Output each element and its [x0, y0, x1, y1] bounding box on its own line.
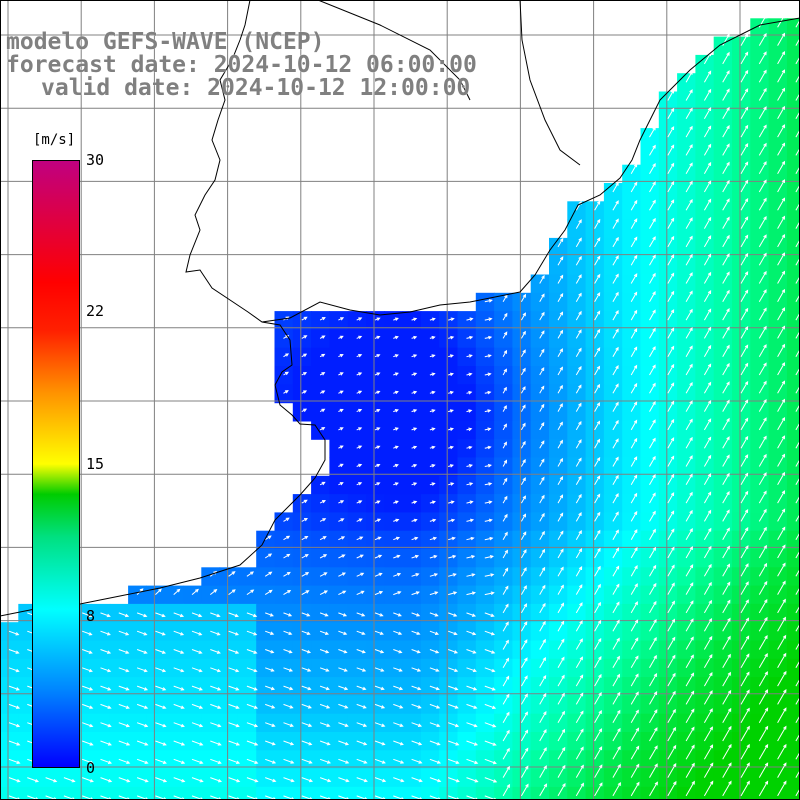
- colorbar-tick-0: 0: [86, 759, 96, 777]
- colorbar-unit: [m/s]: [33, 132, 76, 148]
- colorbar-tick-30: 30: [86, 151, 105, 169]
- model-title: modelo GEFS-WAVE (NCEP): [6, 29, 325, 55]
- valid-date: valid date: 2024-10-12 12:00:00: [41, 75, 471, 101]
- coastline-north: [261, 17, 800, 323]
- forecast-date: forecast date: 2024-10-12 06:00:00: [6, 52, 477, 78]
- colorbar: [32, 160, 80, 768]
- wind-vectors: [8, 14, 800, 800]
- colorbar-tick-15: 15: [86, 455, 105, 473]
- border-line: [317, 0, 471, 101]
- colorbar-tick-22: 22: [86, 302, 105, 320]
- coastline-west: [0, 0, 326, 617]
- colorbar-tick-8: 8: [86, 607, 96, 625]
- speed-field: [0, 18, 800, 800]
- border-line: [519, 0, 581, 166]
